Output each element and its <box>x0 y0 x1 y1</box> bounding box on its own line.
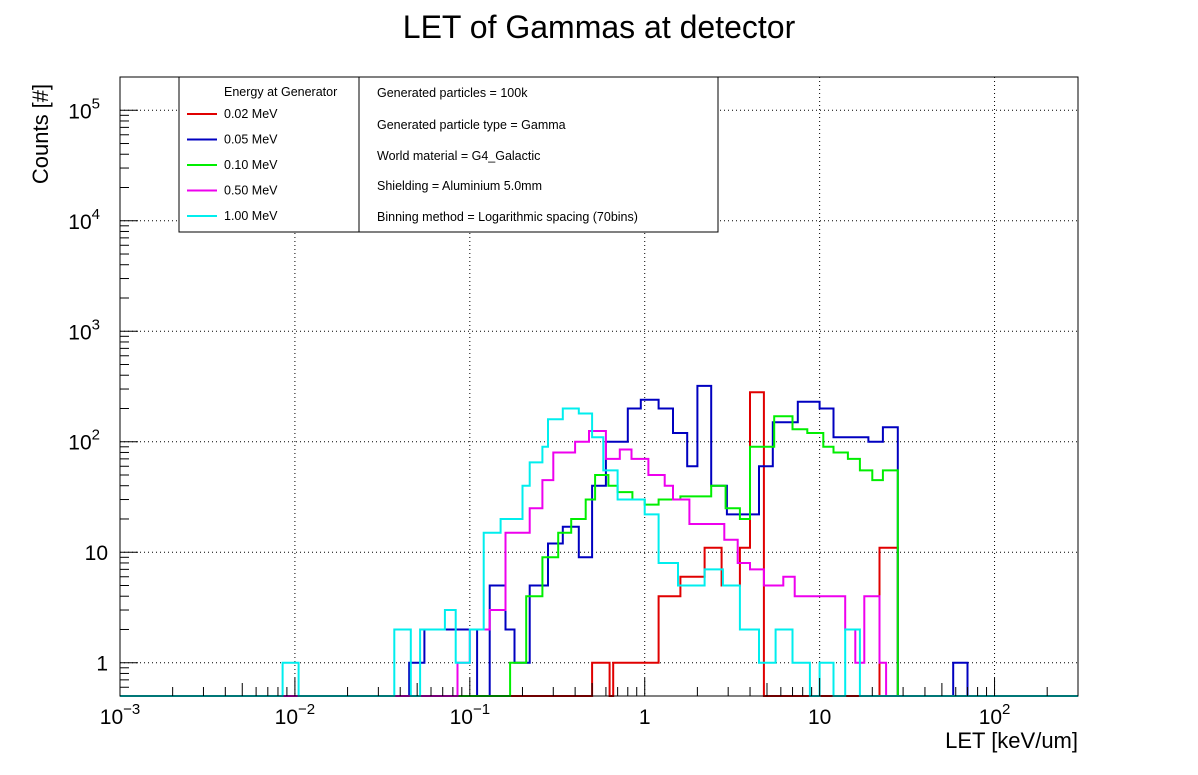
x-tick-base: 10 <box>979 706 1002 729</box>
legend-label: 1.00 MeV <box>224 209 278 223</box>
info-line: Generated particle type = Gamma <box>377 118 566 132</box>
x-tick-label: 10−3 <box>100 701 140 729</box>
x-tick-base: 10 <box>450 706 473 729</box>
x-tick-base: 10 <box>100 706 123 729</box>
x-tick-label: 10−1 <box>450 701 490 729</box>
y-tick-base: 10 <box>68 432 91 455</box>
x-tick-label: 1 <box>639 706 651 729</box>
legend-label: 0.02 MeV <box>224 107 278 121</box>
y-tick-label: 105 <box>68 95 100 123</box>
x-tick-exponent: −2 <box>298 701 315 718</box>
legend-label: 0.05 MeV <box>224 133 278 147</box>
x-tick-base: 10 <box>808 706 831 729</box>
series-line <box>120 407 1078 697</box>
x-tick-exponent: −1 <box>473 701 490 718</box>
y-tick-exponent: 2 <box>92 427 100 444</box>
x-tick-label: 10−2 <box>275 701 315 729</box>
y-tick-label: 1 <box>96 653 108 676</box>
series-line <box>120 430 1078 697</box>
x-tick-base: 10 <box>275 706 298 729</box>
y-tick-label: 102 <box>68 427 100 455</box>
x-tick-label: 102 <box>979 701 1011 729</box>
legend-label: 0.10 MeV <box>224 158 278 172</box>
y-tick-label: 10 <box>85 542 108 565</box>
y-tick-base: 10 <box>68 211 91 234</box>
chart-title: LET of Gammas at detector <box>403 9 796 45</box>
x-tick-label: 10 <box>808 706 831 729</box>
y-axis-label: Counts [#] <box>28 84 53 184</box>
legend-label: 0.50 MeV <box>224 184 278 198</box>
legend-entries: 0.02 MeV 0.05 MeV 0.10 MeV 0.50 MeV 1.00 MeV <box>187 107 278 223</box>
legend-header: Energy at Generator <box>224 85 337 99</box>
y-tick-base: 10 <box>68 100 91 123</box>
x-tick-base: 1 <box>639 706 651 729</box>
y-tick-base: 10 <box>68 321 91 344</box>
y-tick-exponent: 4 <box>92 206 100 223</box>
x-axis-label: LET [keV/um] <box>945 728 1078 753</box>
y-tick-exponent: 5 <box>92 95 100 112</box>
y-tick-label: 104 <box>68 206 100 234</box>
info-line: Generated particles = 100k <box>377 86 528 100</box>
y-tick-label: 103 <box>68 316 100 344</box>
y-tick-base: 1 <box>96 653 108 676</box>
series-line <box>120 384 1078 697</box>
series-line <box>120 415 1078 697</box>
legend: Energy at Generator 0.02 MeV 0.05 MeV 0.10… <box>178 76 719 233</box>
info-line: Shielding = Aluminium 5.0mm <box>377 179 542 193</box>
legend-box <box>178 76 719 233</box>
info-line: World material = G4_Galactic <box>377 149 540 163</box>
y-tick-exponent: 3 <box>92 316 100 333</box>
y-tick-base: 10 <box>85 542 108 565</box>
x-tick-exponent: 2 <box>1002 701 1010 718</box>
info-lines: Generated particles = 100k Generated par… <box>377 86 638 224</box>
info-line: Binning method = Logarithmic spacing (70… <box>377 210 638 224</box>
x-tick-exponent: −3 <box>123 701 140 718</box>
